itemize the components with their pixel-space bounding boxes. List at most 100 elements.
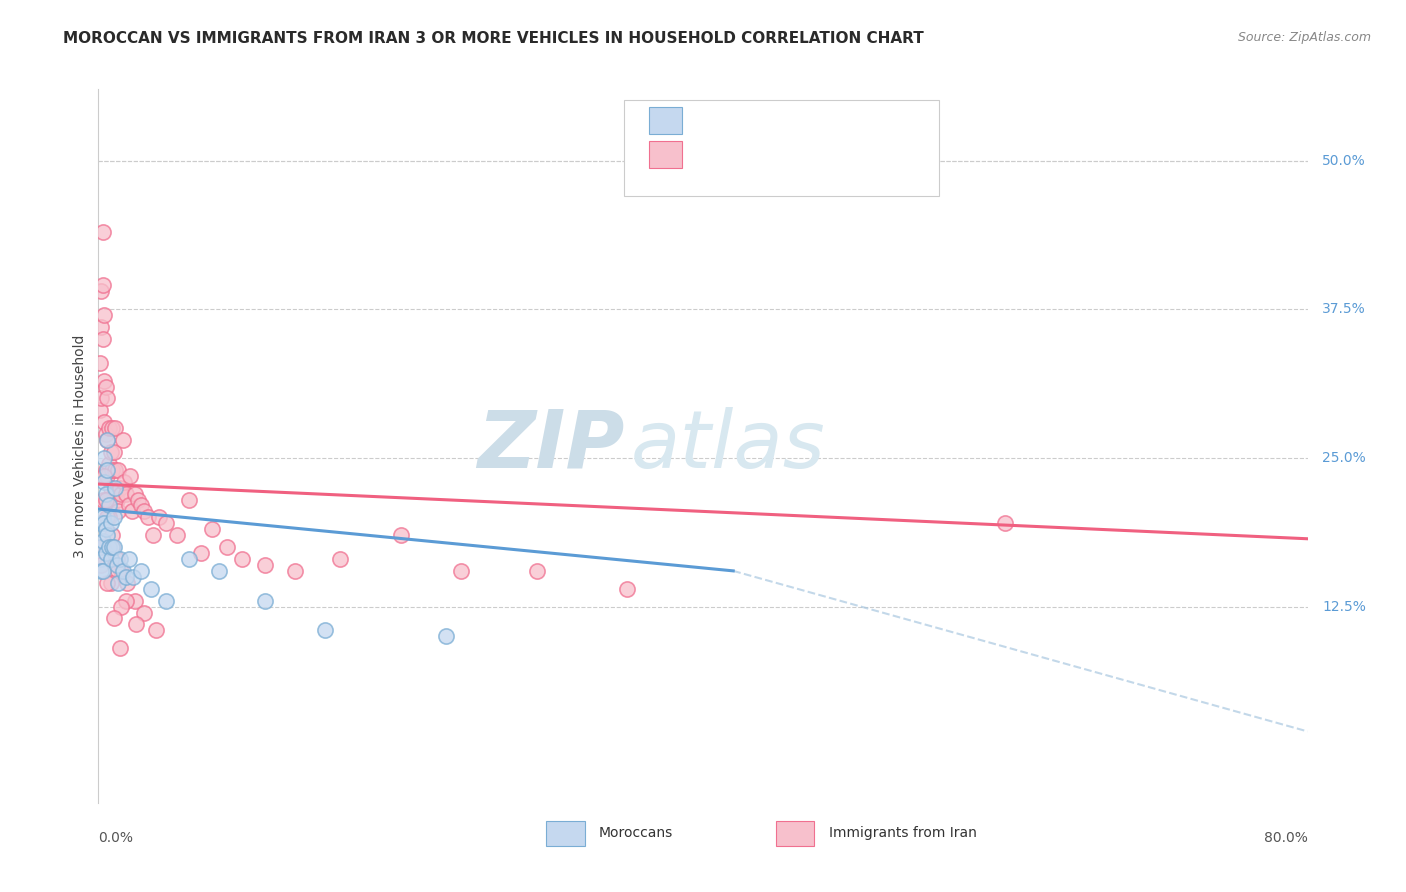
Text: 37.5%: 37.5% bbox=[1322, 302, 1365, 317]
Point bbox=[179, 492, 201, 507]
Point bbox=[91, 534, 114, 549]
Bar bbox=[546, 821, 585, 846]
Point bbox=[94, 522, 117, 536]
Point bbox=[93, 450, 115, 465]
Point bbox=[110, 486, 132, 500]
Point bbox=[145, 624, 167, 638]
Point bbox=[91, 225, 114, 239]
Point bbox=[129, 499, 152, 513]
Point bbox=[114, 570, 136, 584]
Point bbox=[107, 463, 129, 477]
Point bbox=[190, 546, 212, 560]
Point bbox=[111, 564, 134, 578]
Point bbox=[215, 540, 238, 554]
Point bbox=[129, 564, 152, 578]
Text: -0.106: -0.106 bbox=[731, 147, 775, 161]
Text: 12.5%: 12.5% bbox=[1322, 599, 1367, 614]
Text: MOROCCAN VS IMMIGRANTS FROM IRAN 3 OR MORE VEHICLES IN HOUSEHOLD CORRELATION CHA: MOROCCAN VS IMMIGRANTS FROM IRAN 3 OR MO… bbox=[63, 31, 924, 46]
Point bbox=[103, 445, 125, 459]
Point bbox=[96, 510, 118, 524]
Y-axis label: 3 or more Vehicles in Household: 3 or more Vehicles in Household bbox=[73, 334, 87, 558]
Point bbox=[90, 558, 112, 572]
Point bbox=[115, 575, 138, 590]
Point bbox=[284, 564, 307, 578]
Point bbox=[91, 510, 114, 524]
Point bbox=[93, 415, 115, 429]
Point bbox=[118, 499, 141, 513]
Point bbox=[91, 278, 114, 293]
Point bbox=[96, 463, 118, 477]
Point bbox=[91, 332, 114, 346]
Point bbox=[179, 552, 201, 566]
Point bbox=[94, 379, 117, 393]
Point bbox=[104, 481, 127, 495]
Point bbox=[110, 599, 132, 614]
Point bbox=[155, 516, 177, 531]
Bar bbox=[776, 821, 814, 846]
Point bbox=[90, 564, 112, 578]
Point bbox=[89, 540, 111, 554]
Text: Source: ZipAtlas.com: Source: ZipAtlas.com bbox=[1237, 31, 1371, 45]
Point bbox=[101, 540, 124, 554]
Text: Immigrants from Iran: Immigrants from Iran bbox=[828, 826, 977, 840]
Bar bbox=[648, 141, 682, 168]
Point bbox=[994, 516, 1017, 531]
Point bbox=[98, 457, 121, 471]
Point bbox=[90, 392, 112, 406]
Point bbox=[98, 510, 121, 524]
Point bbox=[94, 427, 117, 442]
Point bbox=[94, 492, 117, 507]
Point bbox=[93, 516, 115, 531]
Point bbox=[107, 564, 129, 578]
Point bbox=[89, 403, 111, 417]
Point bbox=[141, 582, 163, 596]
Point bbox=[434, 629, 457, 643]
Point bbox=[93, 374, 115, 388]
Point bbox=[118, 552, 141, 566]
Point bbox=[100, 445, 122, 459]
Point bbox=[94, 486, 117, 500]
Point bbox=[98, 492, 121, 507]
Text: Moroccans: Moroccans bbox=[599, 826, 673, 840]
Point bbox=[96, 392, 118, 406]
Point bbox=[103, 486, 125, 500]
Point bbox=[93, 468, 115, 483]
Point bbox=[142, 528, 165, 542]
Point bbox=[166, 528, 188, 542]
Point bbox=[110, 564, 132, 578]
Point bbox=[120, 468, 142, 483]
Point bbox=[105, 552, 128, 566]
Point bbox=[91, 540, 114, 554]
Point bbox=[90, 285, 112, 299]
Point bbox=[104, 463, 127, 477]
Point bbox=[100, 575, 122, 590]
Point bbox=[96, 433, 118, 447]
Point bbox=[314, 624, 336, 638]
Point bbox=[108, 641, 131, 656]
Text: -0.165: -0.165 bbox=[731, 113, 775, 128]
Point bbox=[90, 552, 112, 566]
Point bbox=[96, 575, 118, 590]
Point bbox=[101, 528, 124, 542]
Point bbox=[103, 611, 125, 625]
Text: N =: N = bbox=[797, 113, 837, 128]
Point bbox=[90, 516, 112, 531]
Point bbox=[103, 540, 125, 554]
Point bbox=[108, 481, 131, 495]
Text: 39: 39 bbox=[848, 113, 866, 128]
Point bbox=[389, 528, 412, 542]
Point bbox=[96, 433, 118, 447]
Point bbox=[96, 528, 118, 542]
Point bbox=[94, 546, 117, 560]
Point bbox=[98, 499, 121, 513]
Point bbox=[132, 504, 155, 518]
Point bbox=[148, 510, 170, 524]
Point bbox=[155, 593, 177, 607]
Point bbox=[98, 540, 121, 554]
Point bbox=[91, 492, 114, 507]
FancyBboxPatch shape bbox=[624, 100, 939, 196]
Point bbox=[231, 552, 253, 566]
Point bbox=[136, 510, 159, 524]
Point bbox=[112, 475, 135, 489]
Point bbox=[104, 421, 127, 435]
